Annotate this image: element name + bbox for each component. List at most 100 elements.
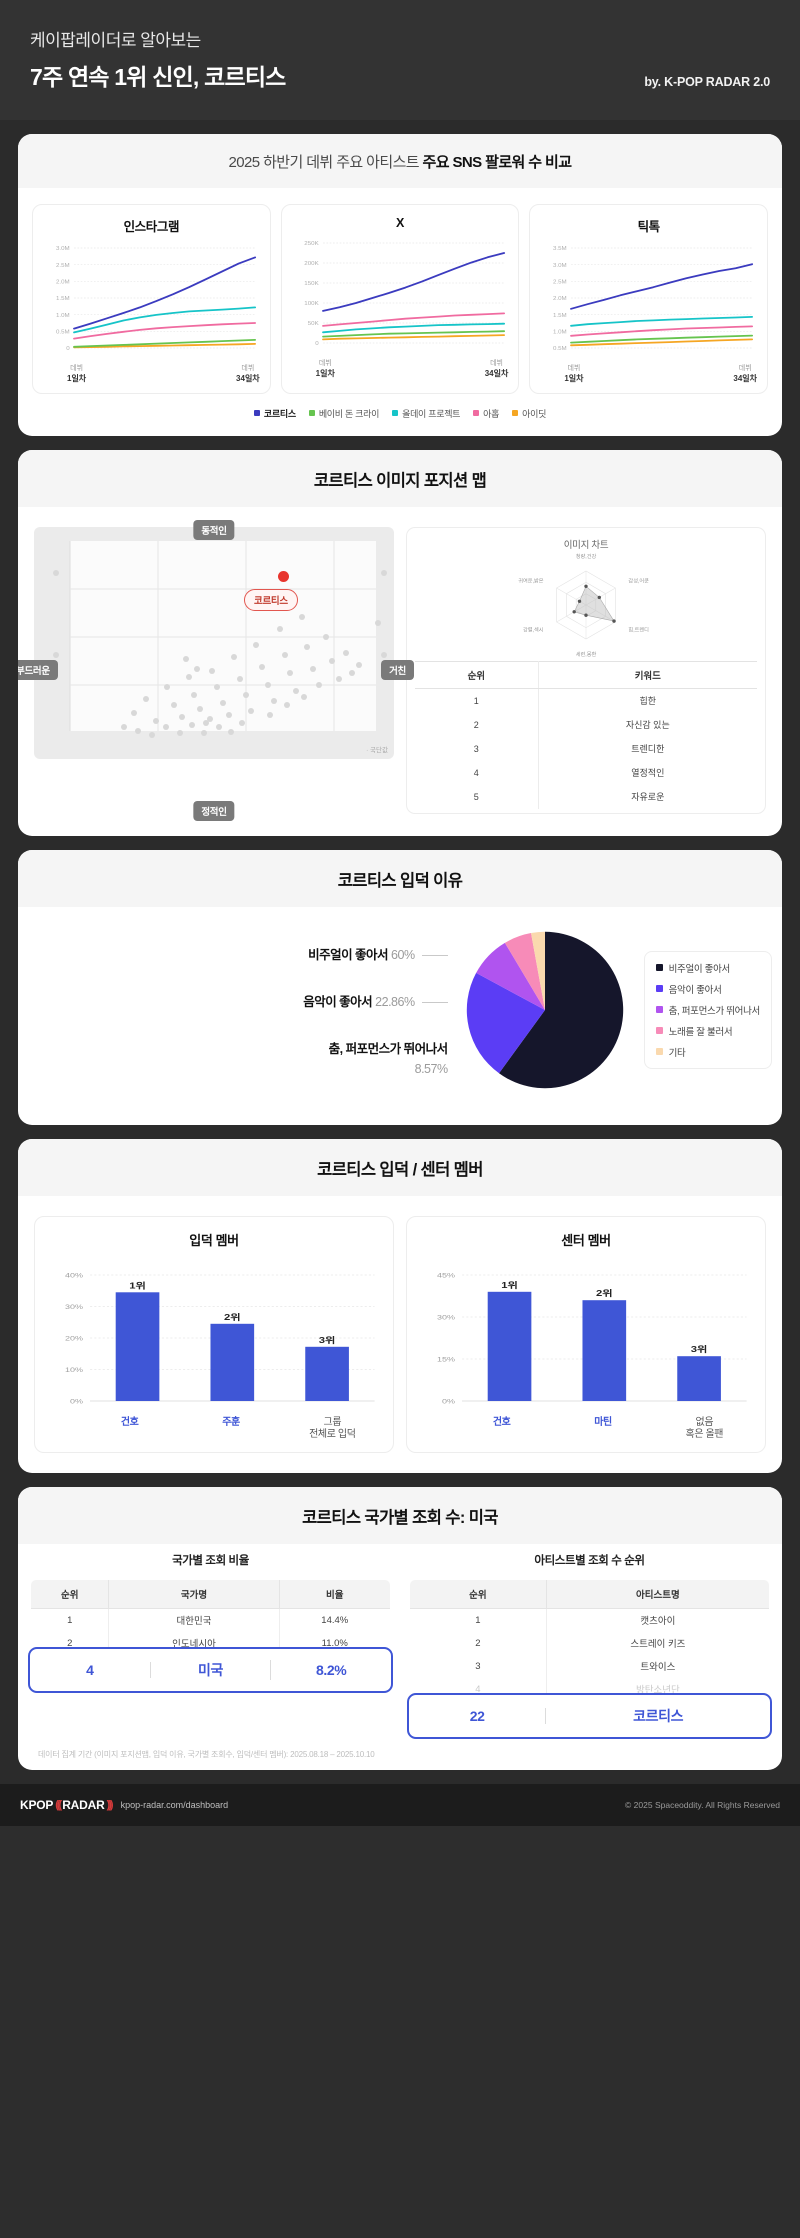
kpop-radar-logo: KPOP ((( RADAR ))) xyxy=(20,1797,114,1812)
bar-data-label: 2위 xyxy=(224,1311,241,1322)
table-row: 1 대한민국 14.4% xyxy=(31,1608,390,1632)
sns-panel-1[interactable]: 인스타그램 3.0M 2.5M 2.0M 1.5M 1.0M 0.5M 0 데뷔 1일차 데뷔 34일… xyxy=(32,204,271,394)
pie-legend-item[interactable]: 기타 xyxy=(655,1045,760,1059)
svg-text:45%: 45% xyxy=(437,1271,455,1278)
bar-svg: 40% 30% 20% 10% 0% 1위 2위 3위 xyxy=(65,1271,375,1405)
series-line xyxy=(73,306,257,334)
pie-slice[interactable] xyxy=(498,931,623,1088)
pie-chart[interactable] xyxy=(460,925,630,1095)
pie-slice[interactable] xyxy=(504,932,545,1010)
radar-axis-label: 귀여운,밝은 xyxy=(518,576,544,584)
pie-legend-item[interactable]: 노래를 잘 불러서 xyxy=(655,1024,760,1038)
scatter-note: · 국단값 xyxy=(366,746,388,754)
bar-category-label: 주훈 xyxy=(222,1416,240,1428)
svg-text:3.0M: 3.0M xyxy=(56,246,70,252)
highlight-cell: 미국 xyxy=(151,1659,272,1680)
scatter-points xyxy=(53,569,387,738)
legend-item[interactable]: 아이딧 xyxy=(512,407,546,420)
bar[interactable] xyxy=(487,1291,532,1401)
table-header-cell: 비율 xyxy=(279,1579,390,1609)
series-line xyxy=(321,330,505,338)
bar-panel-title: 입덕 멤버 xyxy=(189,1232,239,1248)
bar-data-label: 3위 xyxy=(691,1344,708,1355)
series-line xyxy=(570,334,754,344)
svg-text:1.5M: 1.5M xyxy=(56,296,70,302)
svg-text:1.0M: 1.0M xyxy=(553,330,567,336)
sns-title-normal: 2025 하반기 데뷔 주요 아티스트 xyxy=(228,154,423,171)
legend-item[interactable]: 베이비 돈 크라이 xyxy=(308,407,379,420)
scatter-svg xyxy=(53,540,387,738)
bar-category-label: 마틴 xyxy=(594,1416,612,1428)
bar-panels: 입덕 멤버 40% 30% 20% 10% 0% 1위 2위 3위 건호 주훈 그룹 전체로 입덕 센터 … xyxy=(32,1212,768,1459)
sns-panel-3[interactable]: 틱톡 3.5M 3.0M 2.5M 2.0M 1.5M 1.0M 0.5M 데뷔 1일차 데뷔 34일… xyxy=(529,204,769,394)
svg-text:2.5M: 2.5M xyxy=(553,280,567,286)
sns-card-body: 인스타그램 3.0M 2.5M 2.0M 1.5M 1.0M 0.5M 0 데뷔 1일차 데뷔 34일… xyxy=(18,188,782,436)
bar[interactable] xyxy=(677,1355,721,1401)
series-line xyxy=(73,322,257,340)
pie-label-percent: 8.57% xyxy=(414,1061,448,1076)
page-footer: KPOP ((( RADAR ))) kpop-radar.com/dashbo… xyxy=(0,1783,800,1826)
legend-item[interactable]: 코르티스 xyxy=(253,407,296,420)
table-header-cell: 아티스트명 xyxy=(546,1579,769,1609)
data-period-footnote: 데이터 집계 기간 (이미지 포지션맵, 입덕 이유, 국가별 조회수, 입덕/… xyxy=(38,1749,375,1759)
svg-text:10%: 10% xyxy=(65,1366,83,1373)
pie-slice[interactable] xyxy=(530,931,545,1010)
bar-panel-2[interactable]: 센터 멤버 45% 30% 15% 0% 1위 2위 3위 건호 마틴 없음 혹은 올팬 xyxy=(406,1215,766,1453)
legend-label: 아이딧 xyxy=(522,408,547,419)
bar[interactable] xyxy=(582,1299,627,1401)
table-row: 2 스트레이 키즈 xyxy=(410,1631,769,1655)
pie-slice[interactable] xyxy=(475,942,545,1010)
keyword-name-cell: 자신감 있는 xyxy=(625,720,670,731)
position-map-row: 코르티스 · 국단값 동적인 정적인 부드러운 거친 이미지 차트 청량,건강 감… xyxy=(18,519,768,822)
bar[interactable] xyxy=(115,1292,160,1401)
svg-text:0.5M: 0.5M xyxy=(56,330,70,336)
country-highlight-row[interactable]: 4 미국 8.2% xyxy=(28,1646,393,1693)
table-cell: 대한민국 xyxy=(108,1608,280,1632)
svg-text:100K: 100K xyxy=(304,301,318,307)
svg-text:200K: 200K xyxy=(304,261,318,267)
x-axis-tick: 데뷔 34일차 xyxy=(485,360,509,379)
bar[interactable] xyxy=(210,1323,255,1401)
table-header-row: 순위 국가명 비율 xyxy=(31,1579,390,1609)
svg-text:3.0M: 3.0M xyxy=(553,263,567,269)
series-line xyxy=(321,322,505,334)
legend-item[interactable]: 아홉 xyxy=(473,407,499,420)
page-title: 7주 연속 1위 신인, 코르티스 xyxy=(30,64,286,90)
keyword-table-header-cell: 순위 xyxy=(415,660,539,689)
sns-plot: 250K 200K 150K 100K 50K 0 xyxy=(290,237,511,355)
pie-legend-item[interactable]: 춤, 퍼포먼스가 뛰어나서 xyxy=(655,1003,760,1017)
sns-plot: 3.5M 3.0M 2.5M 2.0M 1.5M 1.0M 0.5M xyxy=(538,242,759,360)
svg-text:40%: 40% xyxy=(65,1271,83,1278)
sns-panel-2[interactable]: X 250K 200K 150K 100K 50K 0 데뷔 1일차 데뷔 34일차 xyxy=(280,204,520,394)
table-row: 3 트와이스 xyxy=(410,1654,769,1678)
country-views-card: 코르티스 국가별 조회 수: 미국 국가별 조회 비율 순위 국가명 비율 1 대한민… xyxy=(18,1486,782,1770)
svg-text:2.5M: 2.5M xyxy=(56,263,70,269)
pie-legend-item[interactable]: 비주얼이 좋아서 xyxy=(655,961,760,975)
artist-highlight-row[interactable]: 22 코르티스 xyxy=(407,1692,772,1739)
bar-data-label: 1위 xyxy=(501,1279,518,1290)
axis-label-top: 동적인 xyxy=(193,519,235,540)
sns-panel-title: X xyxy=(396,216,404,230)
legend-item[interactable]: 올데이 프로젝트 xyxy=(392,407,460,420)
brand-right-text: RADAR xyxy=(62,1797,105,1812)
series-line xyxy=(321,312,505,327)
bar[interactable] xyxy=(305,1346,349,1401)
keyword-rank-cell: 2 xyxy=(415,712,539,737)
axis-label-bottom: 정적인 xyxy=(193,800,235,821)
pie-slice[interactable] xyxy=(466,972,545,1074)
image-chart-panel: 이미지 차트 청량,건강 감성,어쿤 힙,트렌디 세련,몽환 강렬,섹시 귀여운,밝은 순… xyxy=(406,526,766,814)
leader-line xyxy=(421,1001,448,1003)
keyword-table-body: 1 힙한 2 자신감 있는 3 트렌디한 4 열정적인 5 자유로운 xyxy=(415,688,757,809)
pie-legend-item[interactable]: 음악이 좋아서 xyxy=(655,982,760,996)
legend-label: 아홉 xyxy=(483,408,500,419)
legend-label: 코르티스 xyxy=(263,408,296,419)
pie-legend-label: 음악이 좋아서 xyxy=(668,984,722,996)
scatter-plot[interactable]: 코르티스 · 국단값 xyxy=(34,526,394,759)
table-header-row: 순위 아티스트명 xyxy=(410,1579,769,1609)
keyword-table-row: 1 힙한 xyxy=(415,688,757,713)
bar-panel-1[interactable]: 입덕 멤버 40% 30% 20% 10% 0% 1위 2위 3위 건호 주훈 그룹 전체로 입덕 xyxy=(34,1215,394,1453)
bar-category-label: 건호 xyxy=(120,1416,139,1428)
footer-url[interactable]: kpop-radar.com/dashboard xyxy=(120,1799,229,1810)
